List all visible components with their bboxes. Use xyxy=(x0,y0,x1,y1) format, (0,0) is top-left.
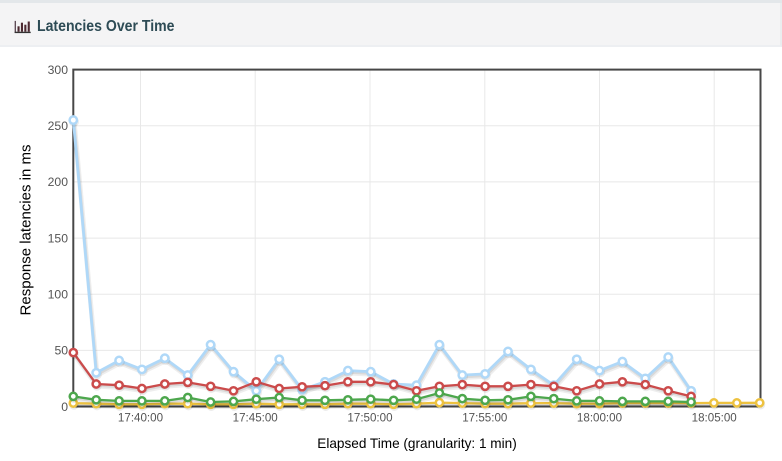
svg-text:200: 200 xyxy=(48,175,69,189)
svg-text:250: 250 xyxy=(48,119,69,133)
svg-text:100: 100 xyxy=(48,288,69,302)
svg-text:0: 0 xyxy=(61,400,68,414)
svg-text:18:05:00: 18:05:00 xyxy=(692,412,737,425)
svg-text:18:00:00: 18:00:00 xyxy=(577,412,622,425)
svg-text:17:45:00: 17:45:00 xyxy=(233,412,278,425)
svg-text:Elapsed Time (granularity: 1 m: Elapsed Time (granularity: 1 min) xyxy=(317,436,516,451)
svg-text:300: 300 xyxy=(48,63,69,77)
svg-text:17:55:00: 17:55:00 xyxy=(462,412,507,425)
svg-text:17:50:00: 17:50:00 xyxy=(347,412,392,425)
svg-text:150: 150 xyxy=(48,231,69,245)
svg-text:Response latencies in ms: Response latencies in ms xyxy=(18,145,35,316)
svg-text:50: 50 xyxy=(54,344,68,358)
svg-text:17:40:00: 17:40:00 xyxy=(118,412,163,425)
